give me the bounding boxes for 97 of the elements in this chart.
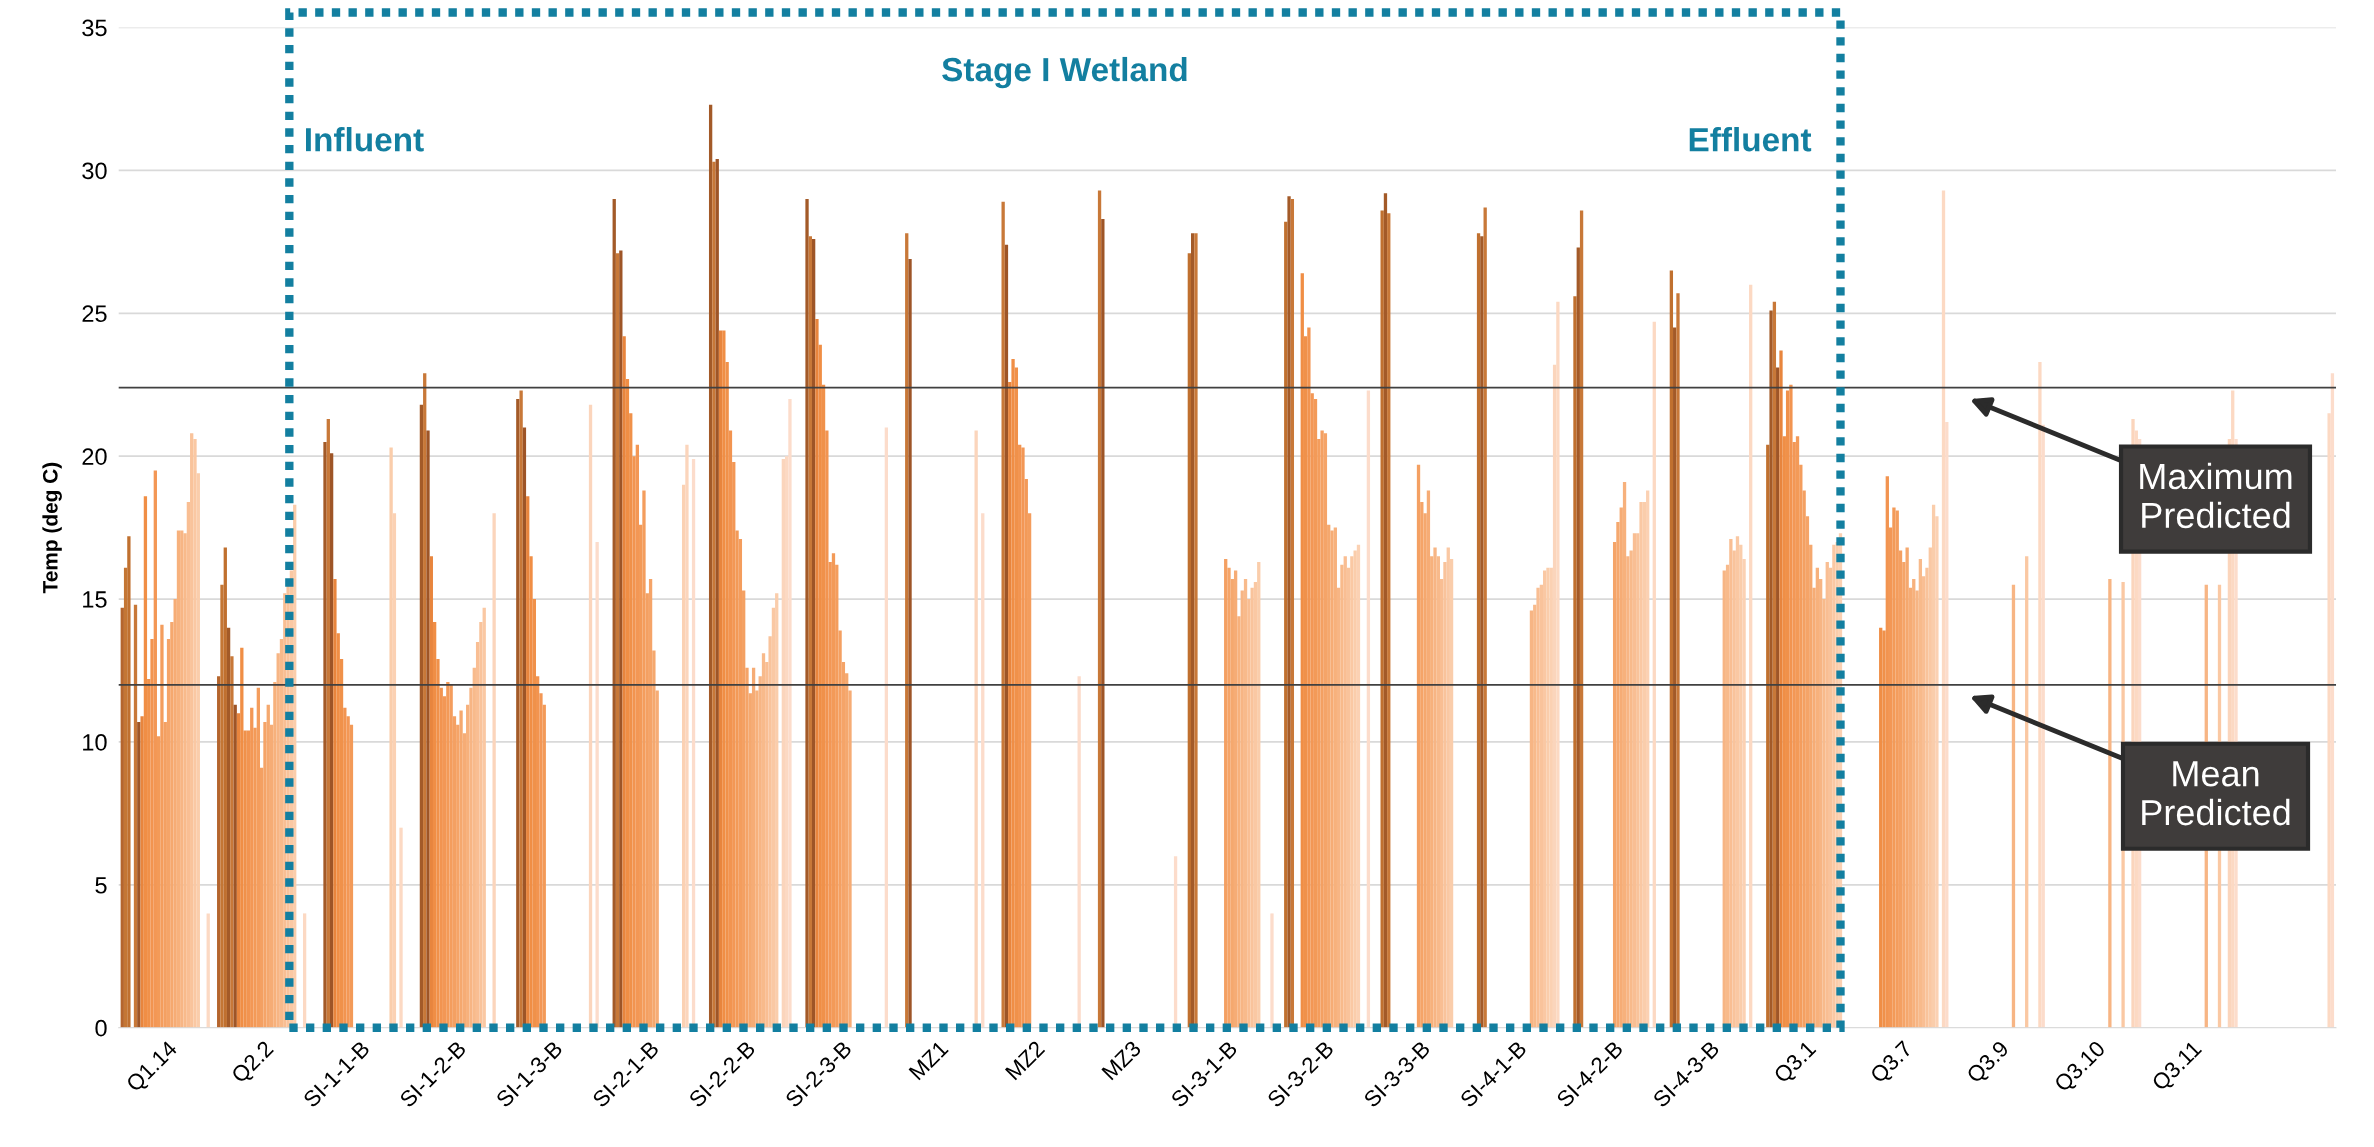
bar [226, 627, 231, 1028]
bar [1284, 221, 1288, 1028]
bar [120, 607, 124, 1028]
bar [718, 330, 723, 1028]
bar [685, 444, 689, 1028]
bar [1735, 536, 1740, 1028]
bar [1001, 201, 1005, 1028]
bar [233, 704, 237, 1028]
bar [761, 653, 766, 1028]
bar [429, 556, 433, 1028]
bar [1795, 436, 1800, 1028]
bar [811, 239, 816, 1028]
annotation: Influent [306, 127, 424, 152]
bar [399, 827, 403, 1028]
bar [176, 530, 181, 1028]
x-tick-label: MZ1 [908, 1040, 949, 1081]
bar [250, 707, 254, 1028]
bar [1579, 210, 1584, 1028]
bar [1101, 218, 1105, 1028]
bar [1380, 210, 1384, 1028]
bar [133, 604, 138, 1028]
bar [815, 319, 819, 1028]
bar [230, 656, 234, 1028]
bar [1187, 253, 1191, 1028]
bar [127, 536, 131, 1028]
bar [223, 547, 227, 1028]
bar [1416, 464, 1421, 1028]
bar [981, 513, 985, 1028]
y-tick-label: 5 [95, 877, 107, 894]
bar [2330, 373, 2335, 1028]
bar [2108, 579, 2112, 1028]
bar [217, 676, 221, 1028]
bar [1918, 559, 1923, 1028]
bar [482, 607, 486, 1028]
bar [137, 721, 141, 1028]
bar [648, 579, 653, 1028]
bar [302, 913, 307, 1028]
bar [781, 459, 785, 1028]
bar [206, 913, 210, 1028]
bar [1815, 567, 1820, 1028]
y-tick-label: 10 [83, 734, 107, 751]
bar [240, 647, 244, 1028]
bar [2038, 361, 2042, 1028]
bar [1652, 321, 1656, 1028]
bar [751, 667, 756, 1028]
bar [1270, 913, 1274, 1028]
bar [1383, 193, 1388, 1028]
bar [1097, 190, 1102, 1028]
bar [884, 427, 889, 1028]
ref-line-label: Maximum Predicted [2140, 462, 2292, 529]
bar [619, 250, 623, 1028]
bar [612, 198, 616, 1028]
annotation: Stage I Wetland [942, 56, 1187, 89]
bar [329, 453, 334, 1028]
bar [516, 399, 520, 1028]
y-tick-label: 30 [82, 162, 107, 180]
y-tick-label: 25 [82, 305, 107, 323]
bar [1669, 270, 1674, 1028]
bar [1941, 190, 1946, 1028]
bar [1632, 533, 1637, 1028]
bar [1646, 490, 1650, 1028]
y-axis-title: Temp (deg C) [42, 462, 62, 594]
bar [831, 553, 836, 1028]
bar [905, 233, 909, 1028]
bar [153, 470, 157, 1028]
y-tick-label: 0 [95, 1019, 107, 1037]
bar [333, 579, 337, 1028]
bar [1004, 244, 1009, 1028]
bar [1749, 284, 1753, 1028]
y-tick-label: 20 [82, 448, 107, 465]
bar [788, 399, 792, 1028]
bar [1931, 504, 1936, 1028]
bar [1387, 213, 1391, 1028]
y-tick-label: 35 [82, 19, 107, 37]
bar [1769, 310, 1773, 1028]
bar [1483, 207, 1487, 1028]
bar [1480, 236, 1484, 1028]
bar [805, 198, 809, 1028]
bar [722, 330, 726, 1028]
bar [519, 390, 523, 1028]
bar [1233, 570, 1238, 1028]
bar [143, 496, 148, 1028]
bar [1011, 359, 1015, 1028]
bar [622, 336, 626, 1028]
bar [1885, 476, 1889, 1028]
y-tick-label: 15 [83, 591, 107, 608]
bar [1366, 390, 1371, 1028]
bar [595, 541, 599, 1028]
bar [1300, 273, 1304, 1028]
bar [1766, 444, 1770, 1028]
ref-line-label: Mean Predicted [2142, 761, 2290, 826]
bar [635, 444, 640, 1028]
bar [1779, 350, 1783, 1028]
bar [419, 404, 424, 1028]
annotation: Effluent [1689, 127, 1812, 152]
bar [615, 253, 620, 1028]
bar [160, 624, 164, 1028]
